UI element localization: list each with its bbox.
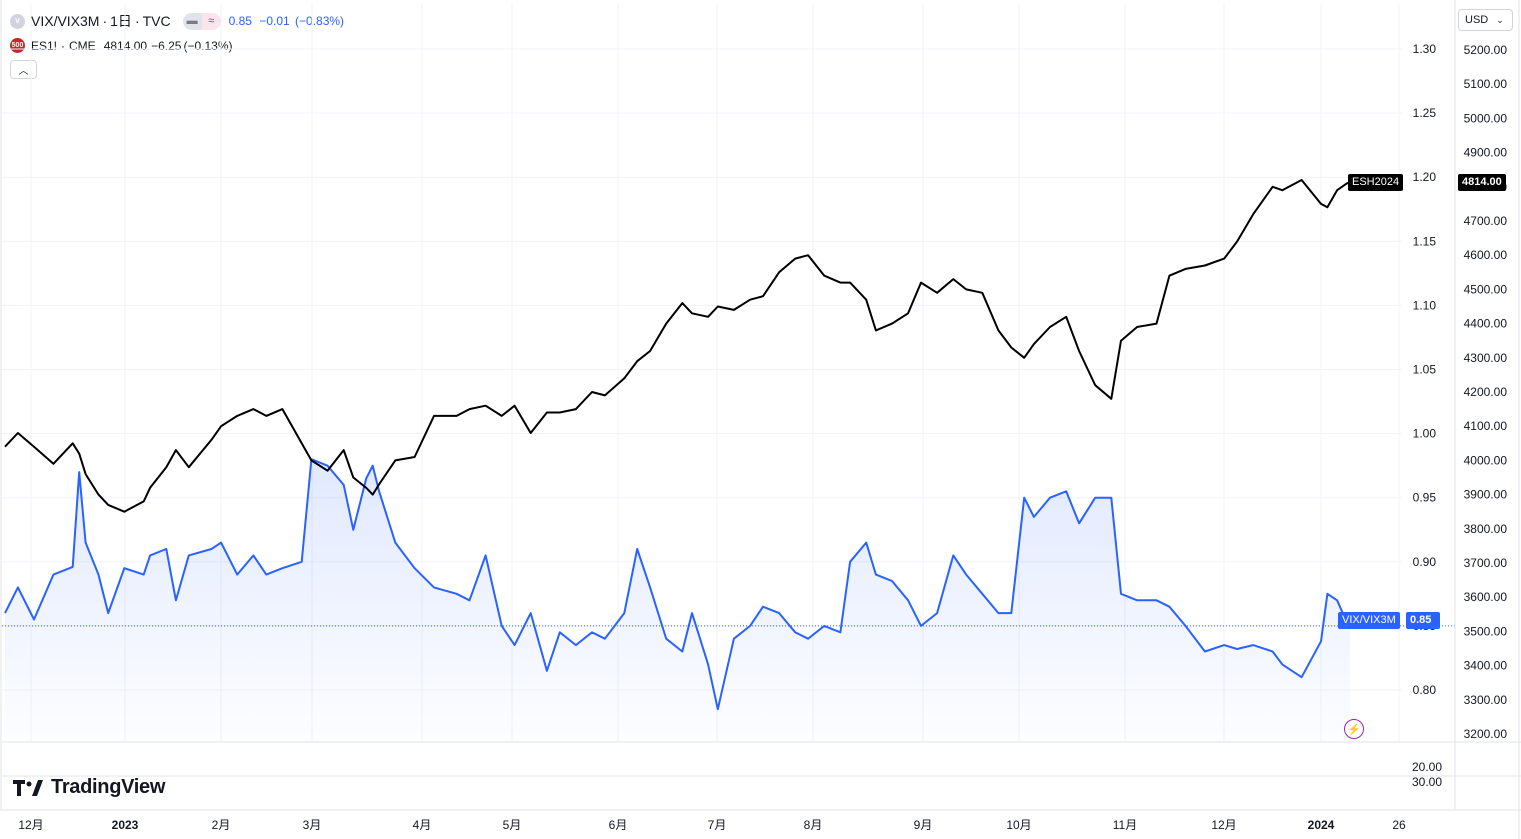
legend-main[interactable]: V VIX/VIX3M · 1日 · TVC ▬ ≈ 0.85 −0.01 (−… [10,11,344,31]
tradingview-logo-icon [13,779,43,796]
time-axis-tick-label: 8月 [804,818,823,832]
right-axis-tick-label: 4500.00 [1464,282,1508,296]
tradingview-logo[interactable]: TradingView [13,776,165,799]
legend-main-change-pct: (−0.83%) [295,14,345,28]
left-axis-tick-label: 1.00 [1413,427,1437,441]
legend-main-change: −0.01 [259,14,290,28]
vix-area-fill [5,459,1350,742]
market-closed-icon: ▬ [182,12,202,30]
vix-price-tag: 0.85 [1406,612,1440,629]
right-axis-tick-label: 5000.00 [1464,111,1508,125]
right-axis-tick-label: 5100.00 [1464,77,1508,91]
legend-status-pill[interactable]: ▬ ≈ [182,12,221,30]
left-axis-tick-label: 0.95 [1413,491,1437,505]
time-axis-tick-label: 2024 [1308,818,1335,832]
right-axis-tick-label: 4600.00 [1464,248,1508,262]
right-axis-tick-label: 3800.00 [1464,522,1508,536]
series-line-esh [4,179,1351,513]
esh-series-tag: ESH2024 [1348,174,1404,191]
time-axis-tick-label: 10月 [1006,818,1031,832]
left-axis-tick-label: 1.30 [1413,42,1437,56]
left-axis-ticks: 1.301.251.201.151.101.051.000.950.900.85… [1413,42,1437,697]
currency-select[interactable]: USD ⌄ [1458,9,1513,31]
time-axis-tick-label: 2月 [212,818,231,832]
legend-separator: · [102,13,108,29]
lightning-icon[interactable]: ⚡ [1344,719,1364,739]
legend-collapse-button[interactable]: ︿ [10,60,37,79]
time-axis-tick-label: 11月 [1113,818,1137,832]
right-axis-tick-label: 4700.00 [1464,214,1508,228]
left-axis-tick-label: 0.80 [1413,683,1437,697]
left-axis-tick-label: 1.10 [1413,298,1437,312]
series-line-vix [4,458,1351,711]
time-axis-tick-label: 4月 [413,818,432,832]
series-lines [4,179,1351,711]
left-axis-tick-label: 1.25 [1413,106,1437,120]
legend-main-interval[interactable]: 1日 [110,13,132,29]
right-axis-tick-label: 3200.00 [1464,727,1508,741]
left-axis-tick-label: 1.20 [1413,170,1437,184]
right-axis-tick-label: 3500.00 [1464,624,1508,638]
time-axis-tick-label: 26 [1392,818,1406,832]
left-axis-tick-label: 1.05 [1413,363,1437,377]
symbol-logo-icon: V [10,13,25,29]
right-axis-tick-label: 3700.00 [1464,556,1508,570]
right-axis-tick-label: 4300.00 [1464,351,1508,365]
vix-area [5,459,1350,742]
currency-label: USD [1465,14,1489,26]
left-axis-tick-label: 1.15 [1413,234,1437,248]
right-axis-tick-label: 4100.00 [1464,419,1508,433]
right-axis-tick-label: 3300.00 [1464,693,1508,707]
right-axis-tick-label: 3400.00 [1464,659,1508,673]
legend-separator: · [134,13,140,29]
right-axis-tick-label: 3900.00 [1464,488,1508,502]
right-axis-tick-label: 3600.00 [1464,590,1508,604]
subpane-tick-label: 20.00 [1412,760,1442,774]
time-axis-tick-label: 2023 [112,818,139,832]
legend-main-exchange: TVC [142,13,171,29]
right-axis-tick-label: 5200.00 [1464,43,1508,57]
delayed-data-icon: ≈ [201,12,221,30]
legend-main-symbol[interactable]: VIX/VIX3M [31,13,100,29]
time-axis-ticks: 12月 2023 2月 3月 4月 5月 6月 7月 8月 9月 10月 11月 12月 2024 26 [18,818,1406,832]
time-axis-tick-label: 6月 [609,818,628,832]
vix-series-tag: VIX/VIX3M [1338,612,1400,629]
right-axis-tick-label: 4900.00 [1464,146,1508,160]
right-axis-tick-label: 4400.00 [1464,317,1508,331]
chevron-up-icon: ︿ [18,66,29,77]
right-axis-tick-label: 4000.00 [1464,453,1508,467]
tradingview-logo-text: TradingView [51,776,166,798]
time-axis-tick-label: 9月 [914,818,933,832]
time-axis-tick-label: 12月 [18,818,43,832]
time-axis-tick-label: 12月 [1211,818,1236,832]
esh-price-tag: 4814.00 [1458,174,1506,191]
subpane-tick-label: 30.00 [1412,775,1442,789]
time-axis-tick-label: 5月 [503,818,522,832]
chevron-down-icon: ⌄ [1496,14,1504,25]
legend-separator: · [61,38,66,53]
left-axis-tick-label: 0.90 [1413,555,1437,569]
right-axis-ticks: 5200.005100.005000.004900.004800.004700.… [1464,43,1508,741]
right-axis-tick-label: 4200.00 [1464,385,1508,399]
legend-main-value: 0.85 [228,14,252,28]
time-axis-tick-label: 3月 [303,818,322,832]
time-axis-tick-label: 7月 [708,818,727,832]
